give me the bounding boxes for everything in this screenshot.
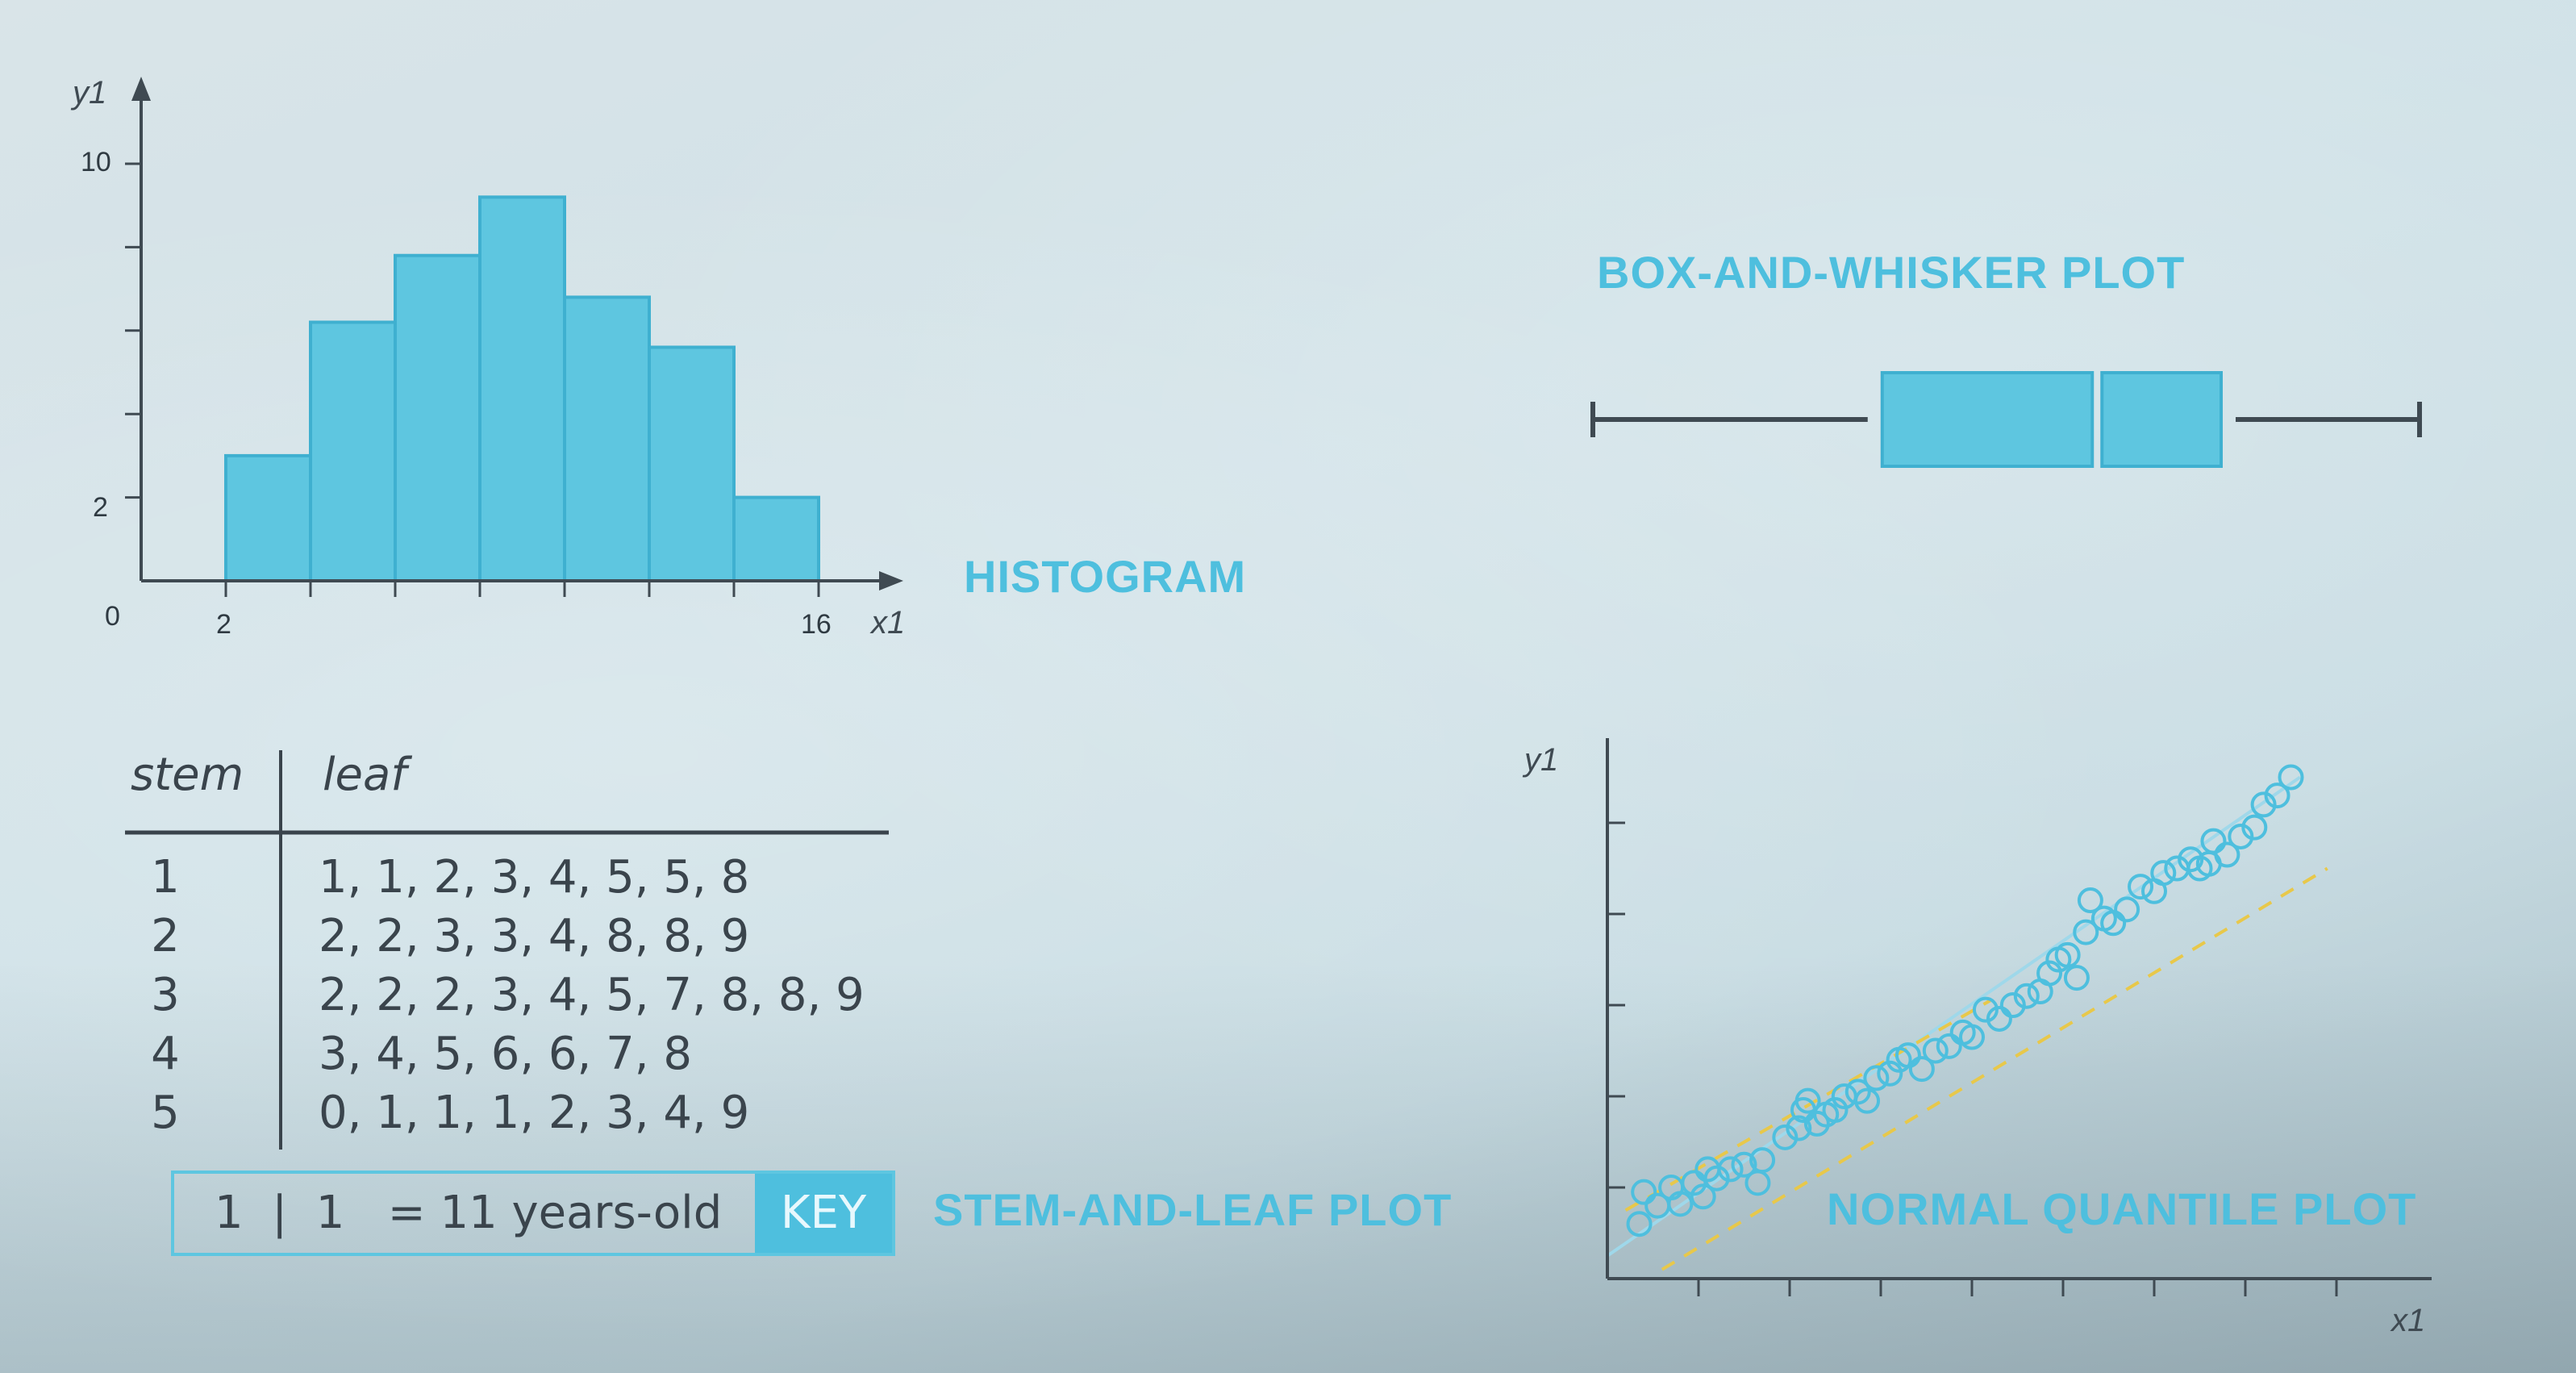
box-upper [2100, 371, 2223, 468]
quantile-point [1717, 1156, 1744, 1183]
leaf-values: 3, 4, 5, 6, 6, 7, 8 [319, 1028, 693, 1080]
leaf-header: leaf [323, 749, 407, 801]
histogram-x-tick-label-start: 2 [216, 609, 231, 640]
stem-value: 4 [151, 1028, 180, 1080]
quantile-point [2063, 965, 2090, 991]
quantile-point [1667, 1191, 1694, 1217]
leaf-values: 2, 2, 2, 3, 4, 5, 7, 8, 8, 9 [319, 969, 865, 1021]
quantile-y-label: y1 [1522, 742, 1558, 778]
box-plot-marks [1590, 371, 2422, 468]
stem-leaf-row-1: 1 1, 1, 2, 3, 4, 5, 5, 8 [121, 851, 927, 911]
leaf-values: 1, 1, 2, 3, 4, 5, 5, 8 [319, 851, 750, 904]
histogram-bar [732, 495, 820, 582]
quantile-point [1772, 1124, 1799, 1150]
histogram-bar [394, 253, 481, 582]
quantile-point [1908, 1056, 1935, 1083]
quantile-point [1959, 1024, 1985, 1050]
quantile-point [1863, 1065, 1890, 1091]
stem-value: 1 [151, 851, 180, 904]
histogram-y-tick-label-top: 10 [81, 147, 111, 177]
quantile-point [2228, 823, 2254, 849]
stem-value: 5 [151, 1087, 180, 1139]
quantile-point [1986, 1005, 2012, 1032]
quantile-point [1794, 1087, 1821, 1114]
quantile-point [2150, 860, 2177, 887]
quantile-point [1844, 1079, 1871, 1105]
box-plot [1590, 371, 2422, 468]
quantile-point [1631, 1179, 1657, 1205]
histogram-y-arrow-icon [131, 77, 151, 101]
key-badge: KEY [755, 1174, 892, 1253]
key-text: 1 | 1 = 11 years-old [215, 1187, 723, 1239]
quantile-reference-line [1624, 999, 1991, 1212]
quantile-point [1749, 1147, 1776, 1174]
quantile-point [2054, 941, 2081, 968]
histogram-chart: y1 x1 10 2 0 2 16 [70, 75, 905, 641]
histogram-bar [309, 320, 397, 582]
quantile-point [2077, 887, 2103, 914]
histogram-bar [224, 453, 312, 583]
quantile-point [1786, 1115, 1812, 1141]
stem-value: 3 [151, 969, 180, 1021]
quantile-point [1894, 1042, 1921, 1069]
histogram-y-ticks [125, 162, 141, 499]
stem-leaf-title: STEM-AND-LEAF PLOT [933, 1184, 1453, 1235]
histogram-title: HISTOGRAM [964, 551, 1247, 602]
quantile-ticks [1607, 821, 2338, 1296]
quantile-point [2128, 874, 2154, 900]
histogram-x-arrow-icon [879, 571, 903, 591]
quantile-point [1922, 1037, 1949, 1064]
stem-leaf-dividers [125, 750, 889, 1150]
histogram-x-label: x1 [869, 605, 905, 641]
box-plot-title: BOX-AND-WHISKER PLOT [1597, 247, 2186, 298]
quantile-point [1822, 1096, 1849, 1123]
quantile-point [1999, 992, 2026, 1018]
quantile-point [2241, 814, 2268, 841]
quantile-points [1626, 764, 2304, 1237]
quantile-point [2013, 983, 2040, 1009]
stem-leaf-row-5: 5 0, 1, 1, 1, 2, 3, 4, 9 [121, 1087, 927, 1146]
histogram-x-tick-label-end: 16 [801, 609, 832, 640]
quantile-point [2178, 846, 2204, 873]
quantile-point [2036, 960, 2063, 987]
quantile-point [1731, 1151, 1757, 1178]
quantile-point [1877, 1060, 1903, 1087]
leaf-values: 0, 1, 1, 1, 2, 3, 4, 9 [319, 1087, 750, 1139]
quantile-point [1703, 1165, 1730, 1191]
quantile-point [2250, 791, 2277, 818]
histogram-x-ticks [224, 581, 820, 597]
box-lower [1880, 371, 2095, 468]
stem-leaf-row-3: 3 2, 2, 2, 3, 4, 5, 7, 8, 8, 9 [121, 969, 927, 1029]
quantile-point [1972, 996, 1999, 1023]
stem-leaf-row-2: 2 2, 2, 3, 3, 4, 8, 8, 9 [121, 910, 927, 970]
stem-value: 2 [151, 910, 180, 962]
quantile-point [2264, 782, 2290, 809]
quantile-reference-line [1661, 866, 2328, 1271]
quantile-point [1626, 1211, 1653, 1237]
quantile-point [1936, 1033, 1962, 1059]
quantile-point [2278, 764, 2304, 791]
leaf-values: 2, 2, 3, 3, 4, 8, 8, 9 [319, 910, 750, 962]
quantile-point [2114, 896, 2140, 923]
quantile-x-label: x1 [2390, 1303, 2425, 1338]
quantile-point [1803, 1110, 1830, 1137]
quantile-plot-title: NORMAL QUANTILE PLOT [1827, 1183, 2417, 1234]
quantile-point [2195, 850, 2222, 877]
histogram-y-label: y1 [70, 75, 106, 111]
stem-header: stem [131, 749, 244, 801]
quantile-point [1690, 1183, 1716, 1210]
stem-leaf-row-4: 4 3, 4, 5, 6, 6, 7, 8 [121, 1028, 927, 1087]
histogram-y-tick-label-bottom: 2 [93, 492, 108, 523]
quantile-point [2073, 919, 2099, 945]
histogram-bars [224, 195, 820, 583]
quantile-point [2100, 910, 2127, 937]
stem-leaf-key: 1 | 1 = 11 years-old KEY [171, 1171, 895, 1256]
histogram-x-tick-label-origin: 0 [105, 601, 120, 632]
quantile-point [1854, 1087, 1881, 1114]
quantile-point [1744, 1170, 1771, 1196]
